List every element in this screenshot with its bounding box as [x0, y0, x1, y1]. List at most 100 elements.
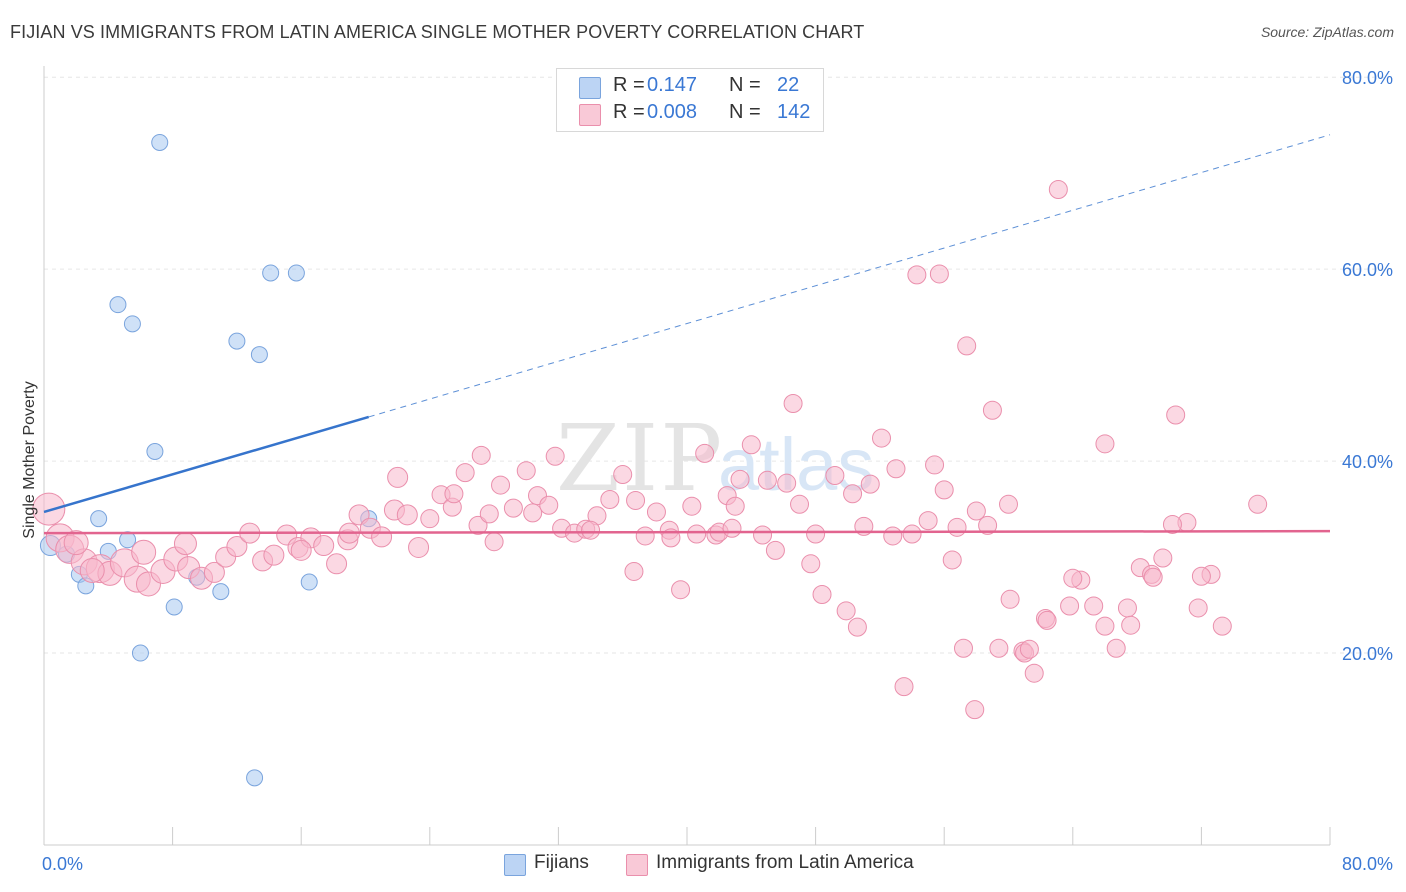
fijians-point: [165, 598, 183, 616]
latin-america-point: [1095, 616, 1115, 636]
latin-america-point: [371, 526, 393, 548]
latin-america-point: [1060, 596, 1080, 616]
latin-america-point: [843, 484, 863, 504]
y-tick-label: 80.0%: [1342, 68, 1393, 88]
latin-america-point: [545, 446, 565, 466]
y-tick-label: 40.0%: [1342, 452, 1393, 472]
bottom-legend-label-latin-america: Immigrants from Latin America: [656, 852, 914, 873]
legend-r-value: 0.147: [647, 74, 698, 96]
latin-america-point: [326, 553, 348, 575]
latin-america-point: [860, 474, 880, 494]
fijians-point: [123, 315, 141, 333]
latin-america-point: [646, 502, 666, 522]
latin-america-point: [626, 490, 646, 510]
latin-america-point: [1153, 548, 1173, 568]
latin-america-point: [471, 445, 491, 465]
latin-america-point: [203, 561, 225, 583]
y-axis-label: Single Mother Poverty: [21, 381, 38, 539]
fijians-point: [109, 296, 127, 314]
latin-america-point: [872, 428, 892, 448]
chart-title: FIJIAN VS IMMIGRANTS FROM LATIN AMERICA …: [10, 22, 865, 42]
y-tick-labels: 20.0% 40.0% 60.0% 80.0%: [1342, 68, 1393, 664]
latin-america-point: [687, 524, 707, 544]
latin-america-point: [836, 601, 856, 621]
legend-r-label: R =: [613, 101, 645, 123]
fijians-point: [300, 573, 318, 591]
latin-america-point: [1063, 568, 1083, 588]
latin-america-point: [1143, 567, 1163, 587]
fijians-point: [262, 264, 280, 282]
latin-america-point: [907, 265, 927, 285]
latin-america-point: [812, 585, 832, 605]
legend-swatch-fijians: [579, 77, 601, 99]
latin-america-point: [455, 463, 475, 483]
latin-america-point: [420, 509, 440, 529]
latin-america-point: [741, 435, 761, 455]
latin-america-point: [695, 443, 715, 463]
latin-america-point: [757, 470, 777, 490]
fijians-point: [246, 769, 264, 787]
latin-america-point: [725, 496, 745, 516]
y-tick-label: 20.0%: [1342, 644, 1393, 664]
latin-america-point: [484, 532, 504, 552]
latin-america-point: [1106, 638, 1126, 658]
fijians-point: [287, 264, 305, 282]
latin-america-point: [753, 525, 773, 545]
latin-america-point: [722, 518, 742, 538]
latin-america-point: [313, 535, 335, 557]
fijians-trend-extension: [368, 134, 1331, 418]
legend-n-label: N =: [729, 74, 761, 96]
legend-n-value: 142: [777, 101, 811, 123]
latin-america-point: [600, 489, 620, 509]
latin-america-point: [918, 511, 938, 531]
latin-america-point: [847, 617, 867, 637]
latin-america-point: [953, 638, 973, 658]
latin-america-point: [825, 465, 845, 485]
latin-america-point: [965, 700, 985, 720]
latin-america-point: [387, 466, 409, 488]
legend-r-value: 0.008: [647, 101, 698, 123]
legend-n-value: 22: [777, 74, 800, 96]
latin-america-point: [581, 520, 601, 540]
latin-america-point: [173, 532, 197, 556]
latin-america-point: [886, 459, 906, 479]
latin-america-point: [765, 540, 785, 560]
grid-lines: [44, 76, 1392, 654]
latin-america-point: [1048, 179, 1068, 199]
latin-america-point: [635, 526, 655, 546]
latin-america-point: [468, 515, 488, 535]
latin-america-point: [671, 580, 691, 600]
latin-america-point: [942, 550, 962, 570]
latin-america-point: [63, 530, 89, 556]
bottom-legend-swatch-fijians: [504, 854, 526, 876]
latin-america-point: [999, 494, 1018, 514]
latin-america-point: [934, 480, 954, 500]
latin-america-point: [1000, 589, 1020, 609]
fijians-point: [146, 443, 164, 460]
latin-america-point: [902, 524, 922, 544]
fijians-trend-line: [43, 415, 370, 514]
fijians-points: [39, 133, 378, 787]
latin-america-point: [1024, 663, 1044, 683]
latin-america-point: [1019, 639, 1039, 659]
latin-america-point: [263, 544, 285, 566]
latin-america-point: [801, 554, 821, 574]
bottom-legend-swatch-latin-america: [626, 854, 648, 876]
latin-america-point: [1188, 598, 1208, 618]
fijians-point: [131, 644, 149, 662]
latin-america-point: [408, 536, 430, 558]
latin-america-point: [1095, 434, 1115, 454]
y-tick-label: 60.0%: [1342, 260, 1393, 280]
trend-lines: [43, 134, 1331, 535]
latin-america-point: [444, 484, 464, 504]
latin-america-point: [624, 561, 644, 581]
fijians-point: [250, 346, 268, 364]
latin-america-point: [1037, 610, 1057, 630]
source-label: Source: ZipAtlas.com: [1260, 24, 1394, 40]
latin-america-point: [523, 503, 543, 523]
latin-america-point: [1166, 405, 1186, 425]
fijians-point: [151, 133, 169, 151]
legend-r-label: R =: [613, 74, 645, 96]
legend-n-label: N =: [729, 101, 761, 123]
latin-america-point: [957, 336, 977, 356]
